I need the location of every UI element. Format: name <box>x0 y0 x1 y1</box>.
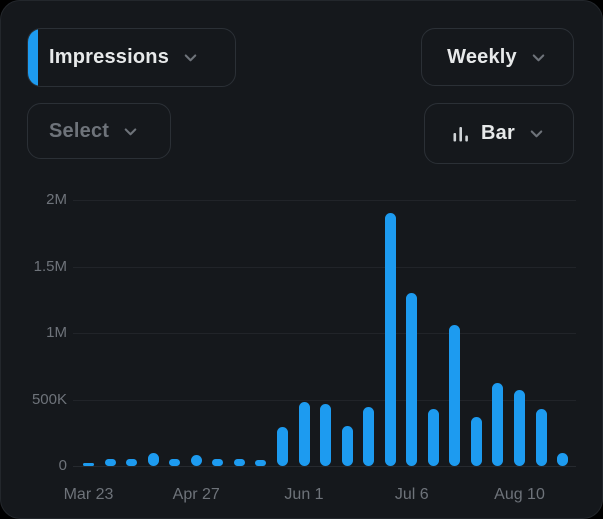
bar-apr-6[interactable] <box>126 458 138 466</box>
y-tick-label: 2M <box>46 191 67 208</box>
metric-dropdown[interactable]: Impressions <box>27 28 236 87</box>
bar-mar-23[interactable] <box>83 462 94 466</box>
bar-aug-10[interactable] <box>514 390 525 466</box>
bar-may-18[interactable] <box>255 460 267 466</box>
gridline <box>73 333 576 334</box>
bar-jun-8[interactable] <box>320 404 332 466</box>
bar-aug-17[interactable] <box>535 408 547 466</box>
chart-type-dropdown-label: Bar <box>481 122 515 144</box>
x-tick-label: Jul 6 <box>394 486 429 503</box>
bar-jun-1[interactable] <box>298 402 310 466</box>
bar-jun-15[interactable] <box>341 426 353 466</box>
metric-dropdown-label: Impressions <box>49 46 170 68</box>
chevron-down-icon <box>184 54 197 62</box>
y-tick-label: 1.5M <box>33 257 67 275</box>
bar-chart-icon <box>453 126 468 141</box>
gridline <box>73 466 576 467</box>
bar-jul-20[interactable] <box>449 325 461 466</box>
bar-jun-22[interactable] <box>363 406 375 466</box>
bar-aug-3[interactable] <box>492 382 504 466</box>
y-tick-label: 1M <box>46 324 67 341</box>
chevron-down-icon <box>530 130 543 138</box>
x-tick-label: Apr 27 <box>172 486 220 503</box>
y-tick-label: 0 <box>58 457 67 474</box>
y-tick-label: 500K <box>31 390 67 408</box>
bar-aug-24[interactable] <box>557 453 569 466</box>
period-dropdown[interactable]: Weekly <box>421 28 574 86</box>
bar-jul-27[interactable] <box>470 416 482 466</box>
select-dropdown[interactable]: Select <box>27 103 171 159</box>
bar-apr-13[interactable] <box>147 452 159 466</box>
metric-accent-bar <box>28 29 38 86</box>
select-dropdown-label: Select <box>49 119 110 142</box>
chevron-down-icon <box>124 127 137 135</box>
bar-jul-13[interactable] <box>427 409 439 466</box>
gridline <box>73 399 576 401</box>
bar-may-25[interactable] <box>276 426 288 466</box>
bar-apr-20[interactable] <box>169 459 181 466</box>
x-tick-label: Aug 10 <box>494 486 545 503</box>
gridline <box>73 200 576 201</box>
x-tick-label: Mar 23 <box>63 486 114 503</box>
chevron-down-icon <box>532 53 545 61</box>
chart-type-dropdown[interactable]: Bar <box>424 103 574 164</box>
bar-may-11[interactable] <box>233 459 245 466</box>
bar-may-4[interactable] <box>212 459 224 466</box>
gridline <box>73 266 576 268</box>
bar-jul-6[interactable] <box>406 293 418 466</box>
x-tick-label: Jun 1 <box>284 486 324 503</box>
period-dropdown-label: Weekly <box>447 45 517 68</box>
bar-jun-29[interactable] <box>384 213 396 466</box>
bar-mar-30[interactable] <box>104 458 116 466</box>
bar-apr-27[interactable] <box>190 455 202 466</box>
